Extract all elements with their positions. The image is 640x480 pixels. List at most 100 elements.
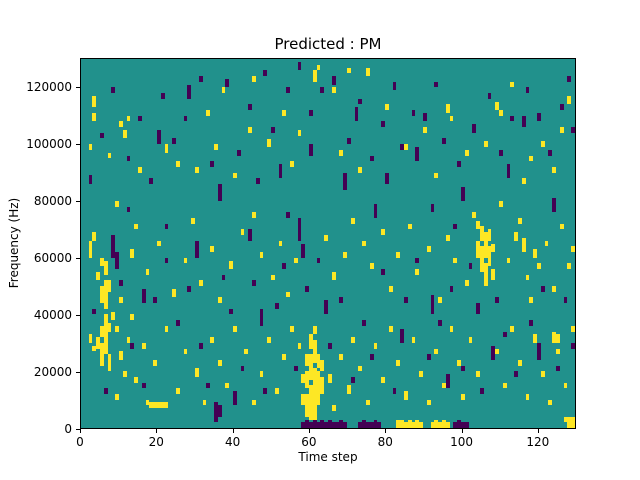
- heatmap-cell-low: [415, 257, 420, 264]
- heatmap-cell-high: [449, 115, 454, 122]
- heatmap-cell-low: [278, 164, 283, 179]
- heatmap-cell-high: [107, 323, 112, 332]
- heatmap-cell-low: [457, 161, 461, 167]
- heatmap-cell-low: [369, 155, 374, 162]
- heatmap-cell-low: [366, 422, 370, 428]
- heatmap-cell-high: [126, 337, 131, 343]
- heatmap-cell-high: [111, 311, 116, 321]
- heatmap-cell-high: [434, 348, 439, 355]
- heatmap-cell-high: [119, 297, 123, 304]
- heatmap-cell-low: [164, 223, 169, 230]
- heatmap-cell-high: [164, 402, 169, 409]
- heatmap-cell-high: [521, 237, 526, 253]
- heatmap-cell-high: [115, 200, 119, 207]
- heatmap-cell-low: [343, 172, 347, 190]
- heatmap-cell-low: [514, 371, 518, 377]
- heatmap-cell-low: [153, 297, 157, 304]
- heatmap-cell-high: [119, 351, 123, 360]
- heatmap-cell-low: [157, 129, 161, 145]
- heatmap-cell-high: [286, 291, 290, 298]
- heatmap-cell-high: [502, 382, 507, 389]
- heatmap-cell-high: [214, 144, 218, 150]
- heatmap-cell-high: [343, 252, 347, 258]
- heatmap-cell-low: [248, 104, 252, 111]
- heatmap-cell-low: [403, 297, 408, 304]
- heatmap-cell-high: [506, 257, 511, 264]
- heatmap-cell-high: [312, 325, 317, 335]
- heatmap-cell-low: [286, 87, 290, 94]
- heatmap-cell-high: [210, 337, 214, 343]
- heatmap-cell-high: [445, 235, 450, 241]
- heatmap-cell-high: [464, 149, 469, 156]
- heatmap-cell-high: [388, 286, 393, 292]
- heatmap-cell-high: [115, 325, 119, 332]
- heatmap-cell-low: [259, 308, 264, 326]
- heatmap-cell-low: [271, 127, 275, 133]
- heatmap-cell-low: [449, 286, 454, 292]
- heatmap-cell-low: [149, 178, 154, 184]
- heatmap-cell-high: [217, 297, 222, 304]
- heatmap-cell-high: [571, 416, 575, 428]
- heatmap-cell-low: [229, 308, 233, 315]
- heatmap-cell-high: [464, 280, 469, 287]
- heatmap-cell-low: [392, 81, 397, 91]
- heatmap-cell-low: [320, 419, 325, 428]
- heatmap-cell-low: [358, 422, 363, 428]
- x-tick-mark: [537, 429, 539, 433]
- heatmap-cell-high: [96, 337, 100, 349]
- heatmap-cell-high: [472, 212, 477, 218]
- heatmap-cell-high: [282, 354, 287, 360]
- heatmap-cell-high: [537, 263, 541, 270]
- heatmap-cell-high: [305, 393, 309, 417]
- heatmap-cell-low: [552, 198, 556, 213]
- heatmap-cell-low: [210, 161, 214, 167]
- heatmap-cell-high: [438, 297, 442, 304]
- heatmap-cell-low: [430, 203, 435, 213]
- heatmap-cell-low: [187, 286, 192, 292]
- x-tick-label: 40: [224, 435, 241, 449]
- heatmap-cell-high: [369, 263, 374, 270]
- heatmap-cell-high: [480, 226, 484, 241]
- heatmap-cell-high: [305, 354, 309, 366]
- heatmap-cell-low: [529, 320, 534, 326]
- heatmap-cell-low: [206, 382, 211, 389]
- y-tick-label: 100000: [26, 136, 72, 151]
- heatmap-cell-high: [571, 325, 575, 332]
- heatmap-cell-low: [457, 419, 461, 428]
- heatmap-cell-high: [331, 405, 336, 411]
- heatmap-cell-high: [252, 212, 256, 218]
- heatmap-cell-high: [229, 260, 233, 270]
- x-tick-mark: [156, 429, 158, 433]
- heatmap-cell-low: [217, 183, 222, 201]
- heatmap-cell-low: [540, 286, 545, 292]
- heatmap-cell-high: [316, 371, 321, 406]
- heatmap-cell-low: [343, 422, 347, 428]
- heatmap-cell-high: [100, 286, 104, 304]
- heatmap-cell-high: [103, 260, 108, 275]
- heatmap-cell-low: [510, 115, 515, 122]
- heatmap-cell-high: [407, 419, 412, 428]
- heatmap-cell-high: [419, 422, 423, 428]
- heatmap-cell-low: [141, 288, 146, 304]
- heatmap-cell-high: [571, 246, 575, 253]
- heatmap-cell-high: [217, 359, 222, 366]
- heatmap-cell-high: [347, 385, 351, 394]
- x-tick-mark: [385, 429, 387, 433]
- heatmap-cell-high: [267, 337, 271, 343]
- heatmap-cell-high: [324, 235, 328, 241]
- heatmap-cell-low: [305, 419, 309, 428]
- heatmap-cell-low: [103, 388, 108, 394]
- heatmap-cell-high: [362, 240, 366, 247]
- x-tick-label: 20: [148, 435, 164, 449]
- heatmap-cell-high: [157, 240, 161, 247]
- heatmap-cell-low: [347, 138, 351, 145]
- y-tick-mark: [76, 143, 80, 145]
- heatmap-cell-high: [385, 104, 389, 111]
- heatmap-cell-high: [92, 232, 97, 241]
- heatmap-cell-high: [491, 243, 496, 253]
- heatmap-cell-high: [92, 345, 97, 352]
- heatmap-cell-low: [480, 388, 484, 394]
- heatmap-cell-low: [100, 132, 104, 139]
- heatmap-cell-low: [495, 297, 499, 304]
- heatmap-cell-low: [487, 93, 492, 99]
